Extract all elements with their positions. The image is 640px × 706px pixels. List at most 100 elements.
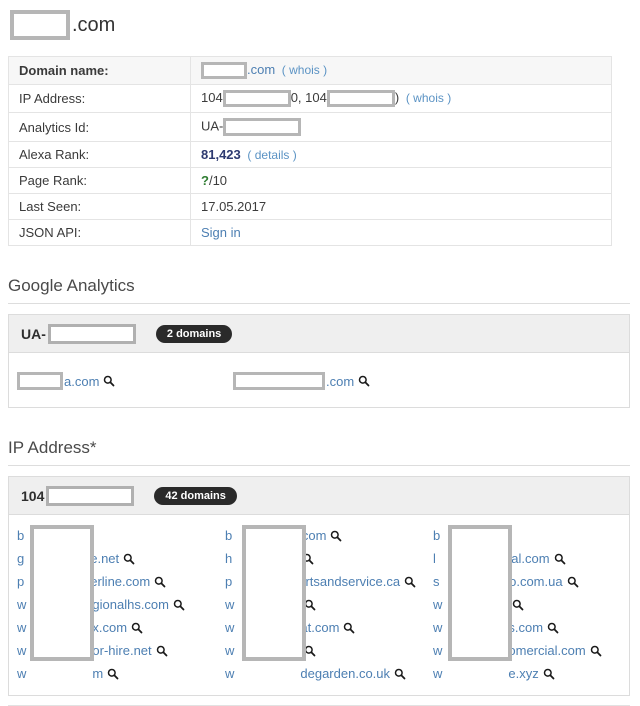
magnifier-icon[interactable] <box>590 645 602 657</box>
row-value: Sign in <box>190 219 612 247</box>
domain-link-fragment[interactable]: b <box>433 528 441 544</box>
magnifier-icon[interactable] <box>543 668 555 680</box>
domain-link-fragment[interactable]: erline.com <box>90 574 151 590</box>
magnifier-icon[interactable] <box>154 576 166 588</box>
domain-link-fragment[interactable]: e.xyz <box>508 666 539 682</box>
domain-link-fragment[interactable]: x.com <box>92 620 128 636</box>
domain-link-fragment[interactable]: m <box>92 666 104 682</box>
analytics-id-prefix: UA- <box>201 118 224 134</box>
domain-link-fragment[interactable]: w <box>433 643 443 659</box>
domain-link-fragment[interactable]: s <box>433 574 440 590</box>
magnifier-icon[interactable] <box>547 622 559 634</box>
domain-link-fragment[interactable]: p <box>17 574 25 590</box>
domain-link-fragment[interactable]: w <box>17 666 27 682</box>
whois-link[interactable]: ( whois ) <box>405 91 452 106</box>
page-title: .com <box>10 10 630 40</box>
ip-domain-item: w at.com <box>225 616 433 639</box>
whois-link[interactable]: ( whois ) <box>281 63 328 77</box>
domain-link-fragment[interactable]: w <box>17 620 27 636</box>
domain-link-fragment[interactable]: cial.com <box>501 551 550 567</box>
magnifier-icon[interactable] <box>103 375 115 387</box>
domain-link-fragment[interactable]: w <box>225 620 235 636</box>
ip-domain-item: w omercial.com <box>433 639 621 662</box>
analytics-domain-list: a.com .com <box>17 369 621 393</box>
redaction-box <box>448 525 512 662</box>
ip-prefix: 104 <box>21 487 45 504</box>
domain-link-fragment[interactable]: w <box>17 643 27 659</box>
domain-link[interactable]: .com <box>326 373 355 389</box>
domain-link[interactable]: a.com <box>64 373 100 389</box>
alexa-rank-value: 81,423 <box>201 147 241 163</box>
domain-link-fragment[interactable]: w <box>225 597 235 613</box>
pagerank-unknown: ? <box>201 173 209 189</box>
table-row: Last Seen: 17.05.2017 <box>8 193 612 221</box>
row-label: Page Rank: <box>8 167 191 195</box>
domain-link-fragment[interactable]: b <box>225 528 233 544</box>
domain-link-fragment[interactable]: w <box>433 597 443 613</box>
magnifier-icon[interactable] <box>343 622 355 634</box>
domain-link[interactable]: .com <box>247 62 276 77</box>
ip-fragment: 0, <box>290 90 302 106</box>
pagerank-denominator: /10 <box>208 173 228 189</box>
row-label: Alexa Rank: <box>8 141 191 169</box>
domain-link-fragment[interactable]: b <box>17 528 25 544</box>
domain-count-badge: 2 domains <box>155 324 233 343</box>
magnifier-icon[interactable] <box>123 553 135 565</box>
redaction-box <box>326 90 395 108</box>
domain-link-fragment[interactable]: to.com.ua <box>505 574 563 590</box>
page-title-suffix: .com <box>72 13 116 36</box>
domain-link-fragment[interactable]: or-hire.net <box>92 643 152 659</box>
domain-link-fragment[interactable]: w <box>225 666 235 682</box>
magnifier-icon[interactable] <box>404 576 416 588</box>
redaction-box <box>223 118 302 137</box>
magnifier-icon[interactable] <box>394 668 406 680</box>
domain-link-fragment[interactable]: p <box>225 574 233 590</box>
ip-domain-item: w degarden.co.uk <box>225 662 433 685</box>
ip-address-panel: 104 42 domains b g e.net p erline.com w gional… <box>8 476 630 697</box>
table-row: JSON API: Sign in <box>8 219 612 247</box>
domain-link-fragment[interactable]: gionalhs.com <box>92 597 169 613</box>
ip-domain-item: b <box>433 524 621 547</box>
ip-group-header: 104 42 domains <box>9 477 629 516</box>
magnifier-icon[interactable] <box>131 622 143 634</box>
table-row: IP Address: 104 0, 104) ( whois ) <box>8 84 612 114</box>
ip-domain-item: w e.xyz <box>433 662 621 685</box>
magnifier-icon[interactable] <box>304 645 316 657</box>
domain-link-fragment[interactable]: e.net <box>90 551 120 567</box>
domain-link-fragment[interactable]: at.com <box>300 620 340 636</box>
magnifier-icon[interactable] <box>512 599 524 611</box>
google-analytics-heading: Google Analytics <box>8 276 630 305</box>
domain-link-fragment[interactable]: w <box>17 597 27 613</box>
magnifier-icon[interactable] <box>156 645 168 657</box>
sign-in-link[interactable]: Sign in <box>201 225 241 241</box>
domain-link-fragment[interactable]: g <box>17 551 25 567</box>
ip-domain-item: w gionalhs.com <box>17 593 225 616</box>
domain-link-fragment[interactable]: h <box>225 551 233 567</box>
domain-link-fragment[interactable]: l <box>433 551 436 567</box>
redaction-box <box>30 525 94 662</box>
domain-link-fragment[interactable]: omercial.com <box>508 643 586 659</box>
domain-link-fragment[interactable]: degarden.co.uk <box>300 666 391 682</box>
magnifier-icon[interactable] <box>567 576 579 588</box>
table-row: Domain name: .com ( whois ) <box>8 55 612 86</box>
ip-address-heading: IP Address* <box>8 438 630 467</box>
magnifier-icon[interactable] <box>554 553 566 565</box>
domain-link-fragment[interactable]: w <box>225 643 235 659</box>
domain-link-fragment[interactable]: w <box>433 620 443 636</box>
analytics-panel-body: a.com .com <box>9 353 629 407</box>
magnifier-icon[interactable] <box>358 375 370 387</box>
magnifier-icon[interactable] <box>173 599 185 611</box>
google-analytics-panel: UA- 2 domains a.com .com <box>8 314 630 409</box>
details-link[interactable]: ( details ) <box>247 148 297 163</box>
ip-domain-column: b g e.net p erline.com w gionalhs.com w x.com w or… <box>17 524 225 685</box>
table-row: Page Rank: ?/10 <box>8 167 612 195</box>
ip-panel-body: b g e.net p erline.com w gionalhs.com w x.com w or… <box>9 515 629 695</box>
magnifier-icon[interactable] <box>304 599 316 611</box>
domain-link-fragment[interactable]: s.com <box>508 620 544 636</box>
magnifier-icon[interactable] <box>330 530 342 542</box>
row-value: .com ( whois ) <box>190 55 612 86</box>
domain-link-fragment[interactable]: w <box>433 666 443 682</box>
domain-link-fragment[interactable]: artsandservice.ca <box>298 574 401 590</box>
magnifier-icon[interactable] <box>107 668 119 680</box>
